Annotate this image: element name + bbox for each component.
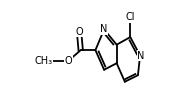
- Text: Cl: Cl: [125, 12, 135, 22]
- Text: O: O: [75, 27, 83, 37]
- Text: N: N: [137, 51, 145, 61]
- Text: CH₃: CH₃: [34, 56, 52, 66]
- Text: O: O: [64, 56, 72, 66]
- Text: N: N: [100, 24, 108, 34]
